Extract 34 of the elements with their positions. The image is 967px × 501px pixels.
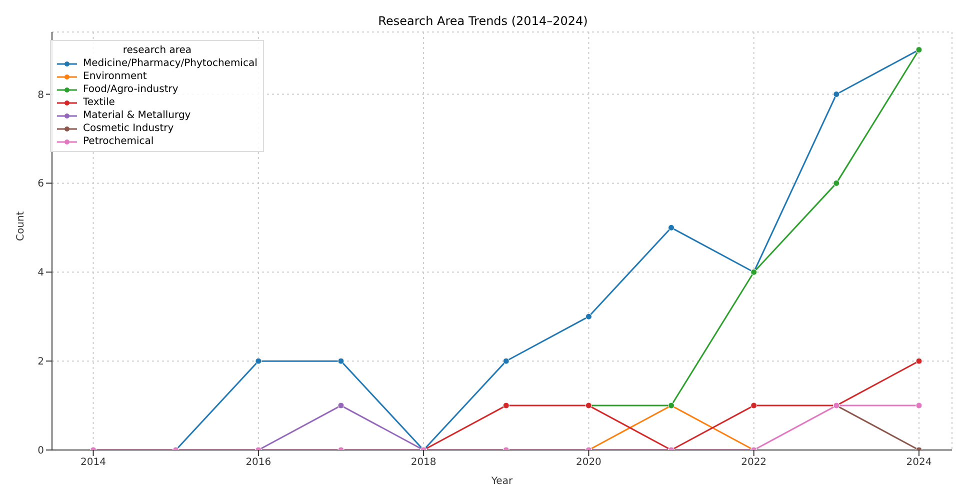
point xyxy=(502,402,510,409)
x-tick-label: 2018 xyxy=(410,457,436,468)
point xyxy=(833,91,840,98)
legend-label: Medicine/Pharmacy/Phytochemical xyxy=(83,57,258,70)
x-tick-label: 2020 xyxy=(576,457,602,468)
point xyxy=(338,402,344,409)
y-tick-label: 4 xyxy=(38,268,44,279)
y-axis-title: Count xyxy=(16,211,27,241)
legend-label: Petrochemical xyxy=(83,135,154,148)
legend-label: Textile xyxy=(83,96,115,109)
legend-title: research area xyxy=(122,44,193,57)
point xyxy=(833,180,840,186)
y-tick-label: 6 xyxy=(38,178,44,190)
point xyxy=(338,358,344,364)
y-tick-label: 2 xyxy=(38,356,44,368)
x-tick-label: 2014 xyxy=(80,457,106,468)
x-tick-label: 2024 xyxy=(906,457,932,468)
point xyxy=(916,358,922,364)
point xyxy=(668,224,675,231)
chart-title: Research Area Trends (2014–2024) xyxy=(377,14,589,28)
legend-label: Material & Metallurgy xyxy=(83,109,191,122)
point xyxy=(502,358,510,364)
y-tick-label: 0 xyxy=(38,446,44,457)
legend-label: Environment xyxy=(83,70,147,83)
x-axis-title: Year xyxy=(490,476,514,487)
y-tick-label: 8 xyxy=(38,90,44,101)
x-tick-label: 2016 xyxy=(246,457,272,468)
point xyxy=(585,313,592,320)
point xyxy=(750,402,758,409)
legend-label: Cosmetic Industry xyxy=(83,122,174,135)
point xyxy=(916,402,922,409)
legend-label: Food/Agro-industry xyxy=(83,83,178,96)
x-tick-label: 2022 xyxy=(741,457,767,468)
point xyxy=(255,358,262,364)
